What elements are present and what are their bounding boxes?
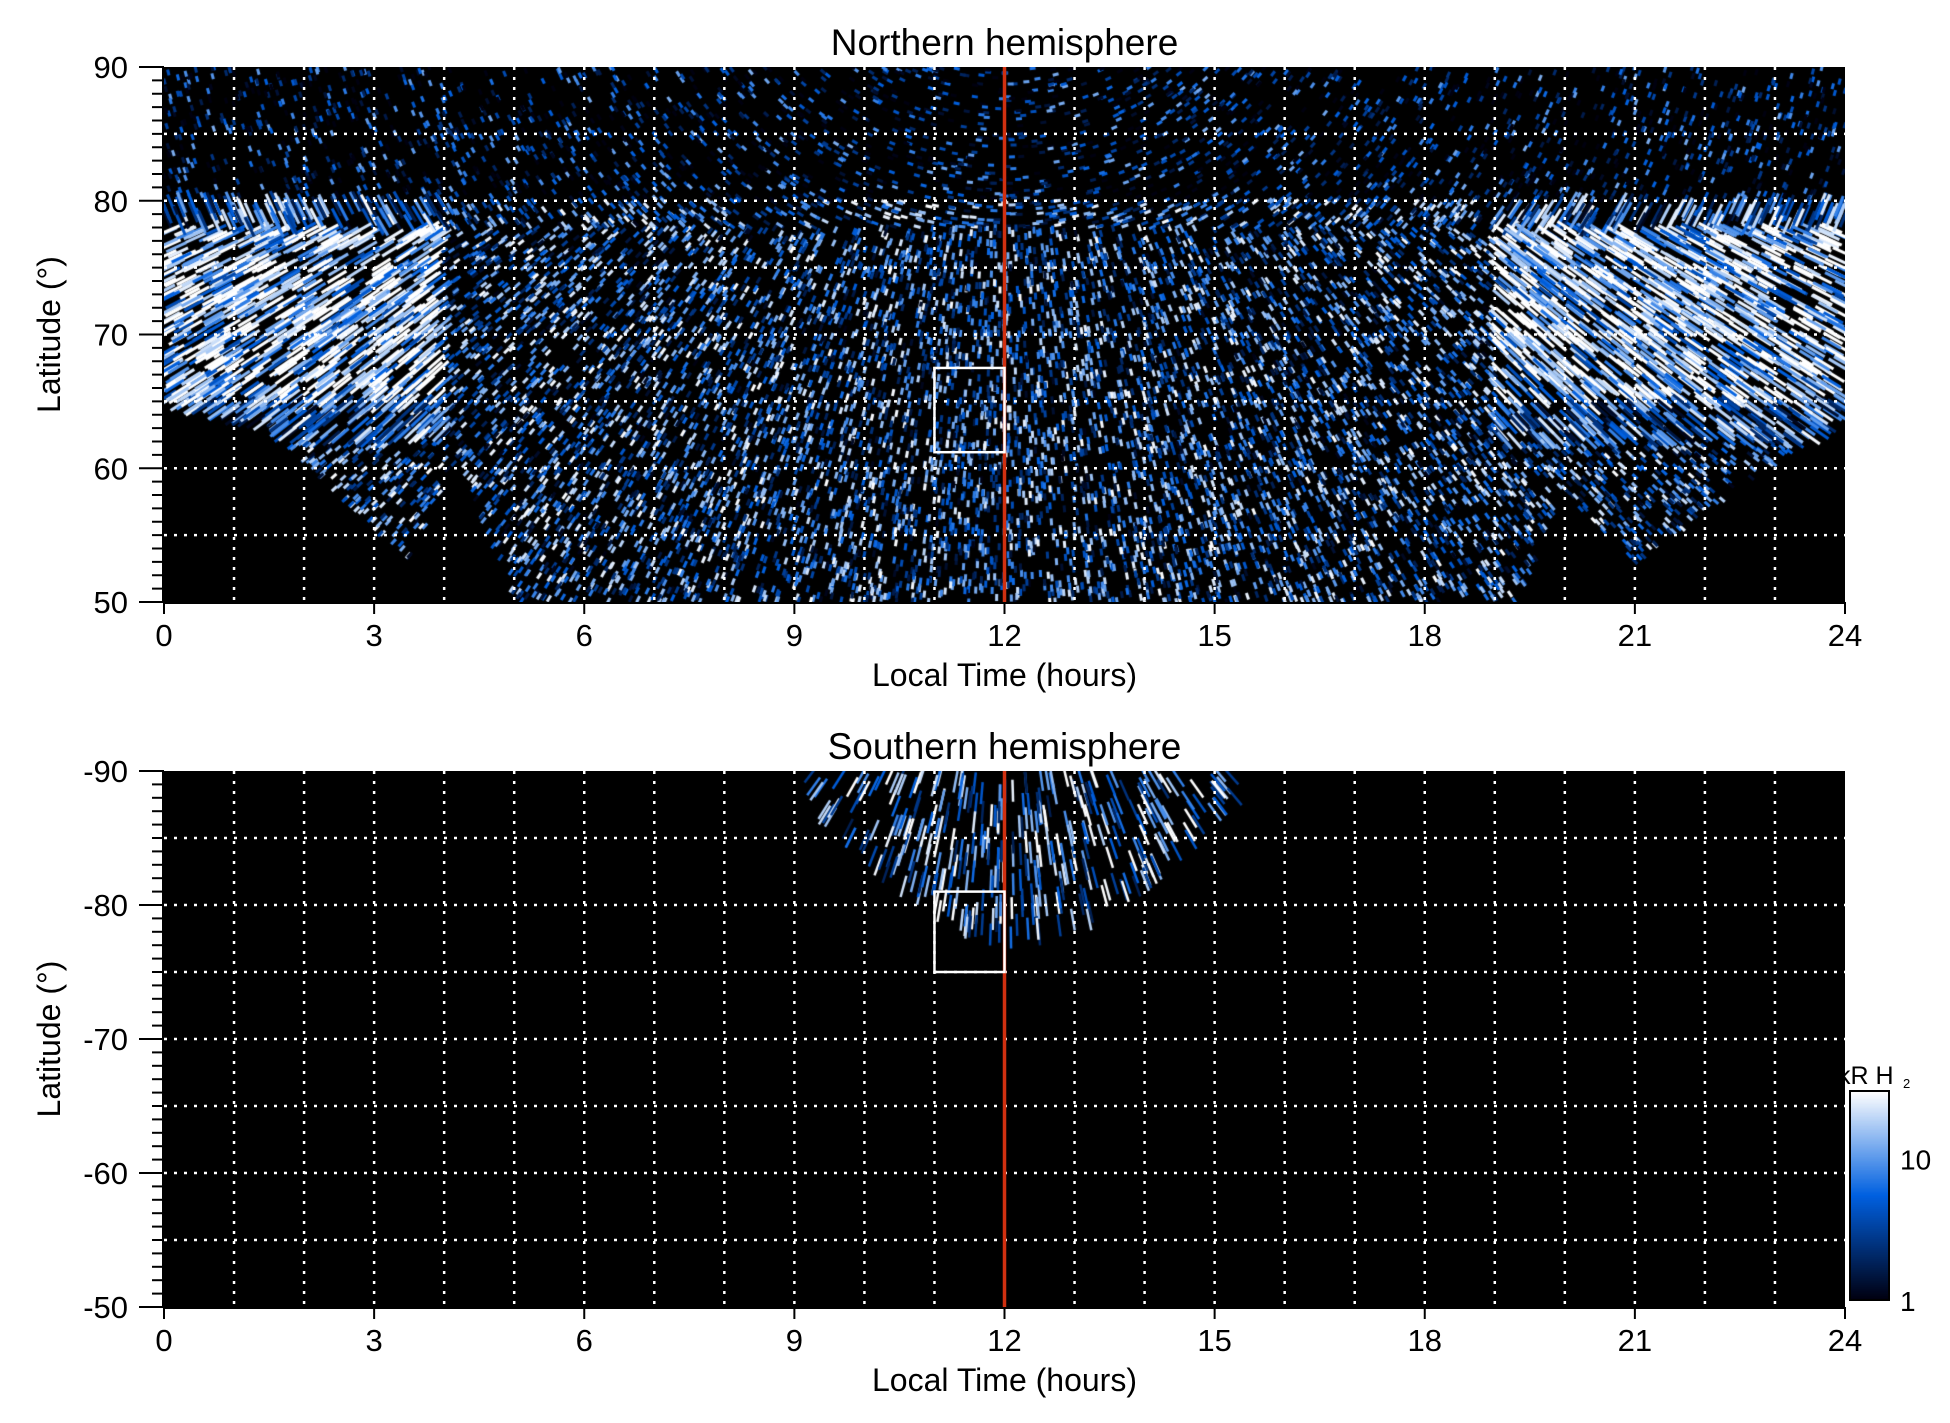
y-tick-label: -70 (83, 1022, 128, 1057)
x-tick-label: 24 (1828, 1323, 1862, 1358)
y-tick-label: 70 (94, 318, 128, 353)
y-tick-label: -50 (83, 1290, 128, 1325)
x-axis-label: Local Time (hours) (872, 657, 1137, 693)
y-axis-label: Latitude (°) (31, 961, 67, 1118)
x-tick-label: 12 (987, 1323, 1021, 1358)
colorbar-gradient (1850, 1091, 1889, 1300)
x-tick-label: 15 (1197, 1323, 1231, 1358)
highlight-box (933, 890, 1006, 974)
chart-title: Northern hemisphere (831, 22, 1179, 63)
colorbar-label-subscript: 2 (1903, 1076, 1910, 1091)
colorbar-frame (1849, 1090, 1890, 1301)
x-tick-label: 3 (366, 1323, 383, 1358)
x-axis-label: Local Time (hours) (872, 1362, 1137, 1398)
colorbar-label: kR H (1838, 1062, 1894, 1090)
x-tick-label: 6 (576, 618, 593, 653)
x-tick-label: 21 (1618, 1323, 1652, 1358)
y-tick-label: 50 (94, 585, 128, 620)
x-tick-label: 6 (576, 1323, 593, 1358)
colorbar-tick-label: 1 (1900, 1286, 1916, 1317)
x-tick-label: 0 (155, 1323, 172, 1358)
x-tick-label: 24 (1828, 618, 1862, 653)
y-tick-label: 90 (94, 50, 128, 85)
y-tick-label: -60 (83, 1156, 128, 1191)
y-tick-label: -90 (83, 754, 128, 789)
y-tick-label: -80 (83, 888, 128, 923)
x-tick-label: 9 (786, 618, 803, 653)
x-tick-label: 12 (987, 618, 1021, 653)
colorbar-tick-label: 10 (1900, 1145, 1931, 1176)
x-tick-label: 21 (1618, 618, 1652, 653)
chart-title: Southern hemisphere (828, 726, 1182, 767)
x-tick-label: 9 (786, 1323, 803, 1358)
highlight-box (933, 366, 1006, 454)
x-tick-label: 18 (1408, 618, 1442, 653)
x-tick-label: 0 (155, 618, 172, 653)
y-tick-label: 80 (94, 184, 128, 219)
y-tick-label: 60 (94, 451, 128, 486)
x-tick-label: 15 (1197, 618, 1231, 653)
x-tick-label: 3 (366, 618, 383, 653)
x-tick-label: 18 (1408, 1323, 1442, 1358)
y-axis-label: Latitude (°) (31, 256, 67, 413)
